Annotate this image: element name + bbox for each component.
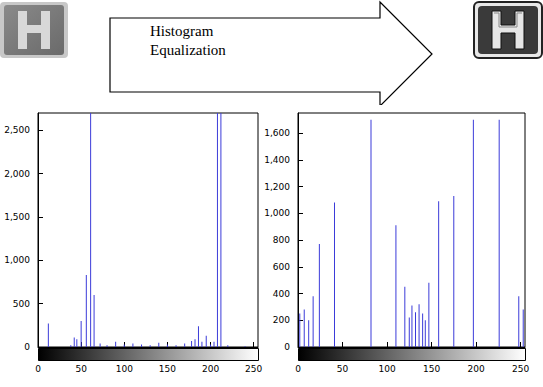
svg-text:100: 100 xyxy=(378,364,395,374)
svg-text:250: 250 xyxy=(512,364,529,374)
svg-text:250: 250 xyxy=(245,364,262,374)
svg-text:200: 200 xyxy=(273,315,290,325)
svg-text:1,400: 1,400 xyxy=(264,155,290,165)
svg-text:200: 200 xyxy=(467,364,484,374)
html-text:Histogram Equalization: Histogram Equalization xyxy=(150,23,226,58)
svg-text:0: 0 xyxy=(24,342,30,352)
svg-text:1,000: 1,000 xyxy=(4,255,30,265)
svg-text:200: 200 xyxy=(202,364,219,374)
svg-text:500: 500 xyxy=(13,299,30,309)
svg-text:50: 50 xyxy=(337,364,349,374)
svg-text:0: 0 xyxy=(295,364,301,374)
svg-text:50: 50 xyxy=(75,364,87,374)
svg-text:2,000: 2,000 xyxy=(4,169,30,179)
svg-text:600: 600 xyxy=(273,262,290,272)
svg-text:400: 400 xyxy=(273,289,290,299)
svg-text:1,500: 1,500 xyxy=(4,212,30,222)
svg-text:1,600: 1,600 xyxy=(264,128,290,138)
svg-text:1,000: 1,000 xyxy=(264,208,290,218)
svg-text:0: 0 xyxy=(35,364,41,374)
svg-text:150: 150 xyxy=(423,364,440,374)
svg-text:1,200: 1,200 xyxy=(264,182,290,192)
svg-text:800: 800 xyxy=(273,235,290,245)
svg-text:150: 150 xyxy=(159,364,176,374)
svg-text:0: 0 xyxy=(284,342,290,352)
svg-text:2,500: 2,500 xyxy=(4,125,30,135)
svg-text:100: 100 xyxy=(116,364,133,374)
